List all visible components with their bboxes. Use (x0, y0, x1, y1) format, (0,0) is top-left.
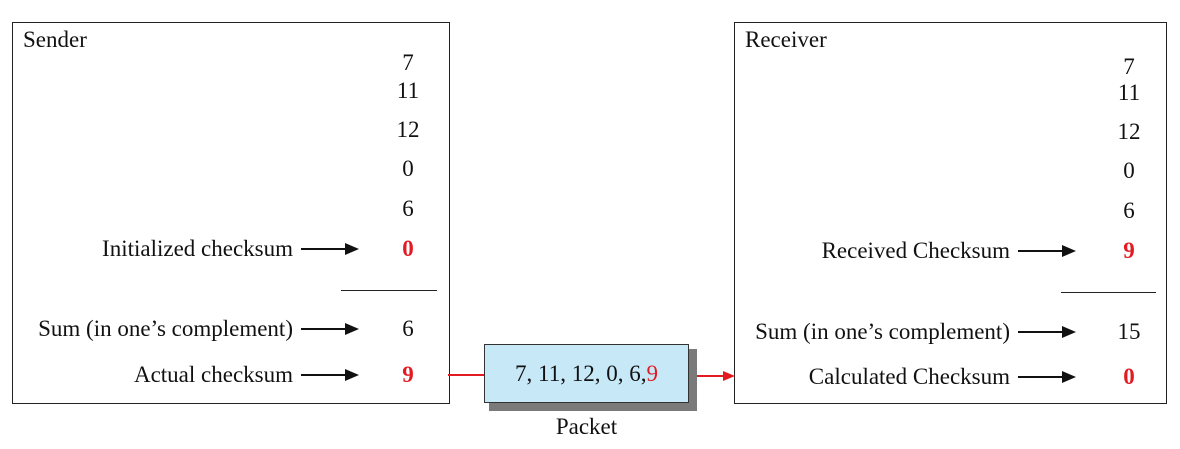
receiver-value: 0 (1123, 158, 1135, 183)
packet-contents: 7, 11, 12, 0, 6, (515, 360, 647, 386)
calculated-checksum-label: Calculated Checksum (808, 364, 1010, 389)
sender-value: 12 (396, 117, 420, 142)
calculated-checksum-row: Calculated Checksum (809, 363, 1076, 391)
receiver-box: Receiver 7 11 12 0 6 Received Checksum 9… (734, 22, 1167, 404)
receiver-sum-row: Sum (in one’s complement) (755, 318, 1076, 346)
sum-divider (341, 290, 437, 291)
packet-box: 7, 11, 12, 0, 6, 9 (484, 344, 689, 403)
actual-checksum-value: 9 (402, 362, 414, 387)
sender-to-packet-line (448, 374, 488, 376)
sender-sum-value: 6 (402, 316, 414, 341)
packet-to-receiver-arrow (693, 371, 735, 381)
sender-box: Sender 7 11 12 0 6 Initialized checksum … (12, 22, 450, 404)
initialized-checksum-value: 0 (402, 236, 414, 261)
actual-checksum-label: Actual checksum (133, 362, 293, 387)
packet-checksum: 9 (646, 360, 658, 386)
receiver-sum-label: Sum (in one’s complement) (755, 319, 1010, 344)
sender-sum-row: Sum (in one’s complement) (38, 315, 359, 343)
sender-value: 6 (402, 196, 414, 221)
sender-title: Sender (23, 27, 87, 52)
actual-checksum-row: Actual checksum (134, 361, 359, 389)
receiver-value: 7 (1123, 54, 1135, 79)
sender-sum-label: Sum (in one’s complement) (38, 316, 293, 341)
initialized-checksum-label: Initialized checksum (102, 236, 293, 261)
receiver-value: 12 (1117, 119, 1141, 144)
calculated-checksum-value: 0 (1123, 364, 1135, 389)
arrow-right-icon (301, 243, 359, 255)
packet-caption: Packet (555, 414, 618, 439)
receiver-title: Receiver (745, 27, 827, 52)
receiver-value: 11 (1117, 80, 1141, 105)
receiver-value: 6 (1123, 198, 1135, 223)
sender-value: 7 (402, 50, 414, 75)
arrow-right-icon (1018, 245, 1076, 257)
sender-value: 0 (402, 156, 414, 181)
received-checksum-row: Received Checksum (822, 237, 1076, 265)
received-checksum-label: Received Checksum (821, 238, 1010, 263)
arrow-right-icon (301, 369, 359, 381)
initialized-checksum-row: Initialized checksum (102, 235, 359, 263)
received-checksum-value: 9 (1123, 238, 1135, 263)
sum-divider (1061, 292, 1156, 293)
arrow-right-icon (301, 323, 359, 335)
receiver-sum-value: 15 (1117, 319, 1141, 344)
sender-value: 11 (396, 78, 420, 103)
arrow-right-icon (1018, 326, 1076, 338)
arrow-right-icon (1018, 371, 1076, 383)
